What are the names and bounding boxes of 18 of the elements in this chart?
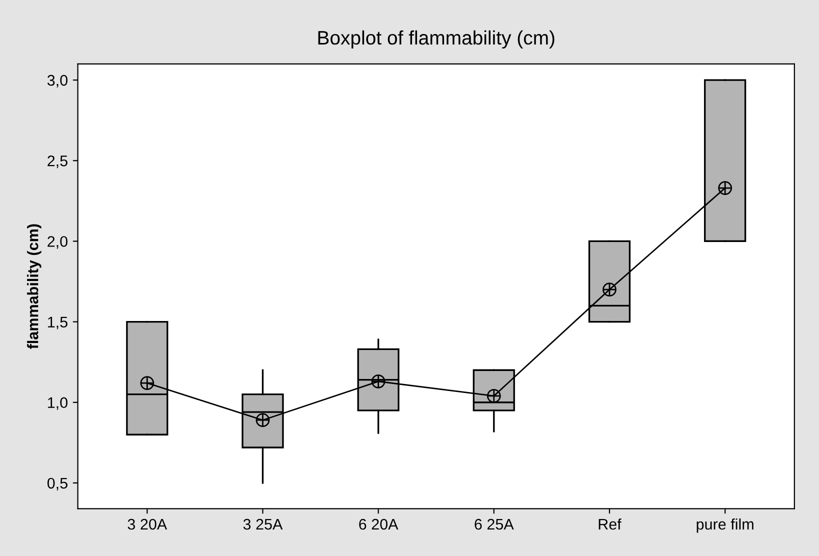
chart-title: Boxplot of flammability (cm) [318,30,554,49]
y-tick-label: 3,0 [47,74,68,88]
x-tick-label: Ref [598,518,622,530]
x-tick-label: pure film [696,518,754,533]
y-tick-label: 0,5 [47,478,68,490]
x-tick-label: 3 25A [243,518,283,530]
point [602,282,616,297]
point [718,181,732,195]
y-tick-label: 2,0 [48,236,68,249]
x-tick-label: 6 20A [359,518,398,530]
x-tick-label: 3 20A [128,518,168,530]
y-tick-label: 1,0 [48,397,68,410]
x-tick-label: 6 25A [474,518,514,530]
point [371,374,386,388]
y-tick-label: 2,5 [48,156,68,168]
y-axis-title: flammability (cm) [27,224,42,349]
point [140,376,154,390]
y-tick-label: 1,5 [48,316,68,330]
